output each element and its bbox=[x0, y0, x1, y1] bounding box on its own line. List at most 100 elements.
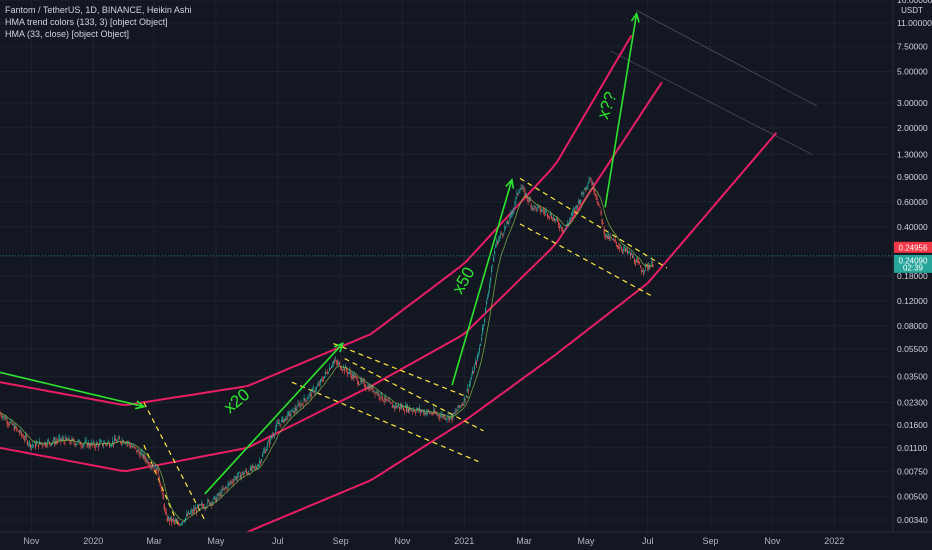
price-tick-label: 5.00000 bbox=[897, 67, 928, 77]
candle-body bbox=[542, 210, 544, 212]
candle-body bbox=[534, 206, 536, 208]
candle-body bbox=[641, 270, 643, 273]
candle-body bbox=[0, 414, 2, 416]
candle-body bbox=[474, 361, 476, 364]
candle-body bbox=[199, 504, 201, 506]
candle-body bbox=[309, 392, 311, 394]
candle-body bbox=[294, 407, 296, 411]
candle-body bbox=[545, 210, 547, 212]
candle-body bbox=[598, 205, 600, 206]
candle-body bbox=[391, 405, 393, 408]
candle-body bbox=[438, 415, 440, 417]
candle-body bbox=[536, 206, 538, 209]
candle-body bbox=[488, 292, 490, 295]
candle-body bbox=[347, 371, 349, 374]
candle-body bbox=[135, 447, 137, 449]
candle-body bbox=[446, 418, 448, 420]
candle-body bbox=[274, 434, 276, 436]
candle-body bbox=[490, 277, 492, 281]
time-axis-ticks[interactable]: Nov 2020 Mar May Jul Sep Nov 2021 Mar May Jul Sep No… bbox=[23, 536, 844, 546]
candle-body bbox=[162, 495, 164, 500]
candle-body bbox=[121, 443, 123, 444]
candle-body bbox=[452, 412, 454, 417]
time-tick-label: Nov bbox=[23, 536, 40, 546]
grid bbox=[0, 0, 893, 532]
candle-body bbox=[219, 492, 221, 494]
symbol-title[interactable]: Fantom / TetherUS, 1D, BINANCE, Heikin A… bbox=[5, 5, 192, 15]
candle-body bbox=[236, 476, 238, 479]
candle-body bbox=[176, 521, 178, 523]
candle-body bbox=[360, 379, 362, 382]
candle-body bbox=[227, 483, 229, 487]
candle-body bbox=[21, 435, 23, 437]
candle-body bbox=[533, 205, 535, 208]
candle-body bbox=[442, 415, 444, 418]
candle-body bbox=[454, 411, 456, 413]
hma-line bbox=[0, 187, 653, 522]
candle-body bbox=[308, 394, 310, 397]
candle-body bbox=[191, 510, 193, 512]
candle-body bbox=[504, 226, 506, 231]
candle-body bbox=[129, 443, 131, 445]
candle-body bbox=[258, 461, 261, 463]
candle-body bbox=[230, 481, 232, 483]
candle-body bbox=[515, 197, 517, 201]
growth-channel-line bbox=[246, 132, 778, 533]
candle-body bbox=[549, 213, 551, 216]
candle-body bbox=[387, 400, 389, 402]
price-tick-label: 0.00750 bbox=[897, 466, 928, 476]
time-tick-label: 2021 bbox=[454, 536, 474, 546]
candle-body bbox=[64, 442, 66, 444]
indicator-hma[interactable]: HMA (33, close) [object Object] bbox=[5, 29, 130, 39]
candle-body bbox=[29, 444, 32, 448]
candle-body bbox=[35, 443, 38, 446]
candle-body bbox=[106, 442, 109, 444]
indicator-hma-trend[interactable]: HMA trend colors (133, 3) [object Object… bbox=[5, 17, 168, 27]
candle-body bbox=[105, 443, 108, 445]
candle-body bbox=[140, 452, 142, 455]
candle-body bbox=[642, 271, 644, 273]
candle-body bbox=[300, 403, 302, 406]
candle-body bbox=[164, 509, 166, 511]
candle-body bbox=[572, 211, 574, 213]
candle-body bbox=[437, 414, 439, 416]
candle-body bbox=[485, 307, 487, 313]
candle-body bbox=[254, 466, 257, 468]
candle-body bbox=[47, 440, 49, 444]
candle-body bbox=[585, 188, 587, 189]
candle-body bbox=[183, 521, 186, 523]
candle-body bbox=[601, 218, 603, 224]
candle-body bbox=[652, 264, 654, 268]
candle-body bbox=[419, 408, 421, 410]
candle-body bbox=[181, 521, 184, 523]
candle-body bbox=[648, 266, 650, 268]
candle-body bbox=[370, 387, 372, 390]
candle-body bbox=[571, 213, 573, 216]
candle-body bbox=[522, 187, 524, 189]
candle-body bbox=[407, 408, 410, 413]
candle-body bbox=[476, 355, 479, 360]
candle-body bbox=[80, 445, 82, 447]
candle-body bbox=[382, 400, 384, 402]
candle-body bbox=[291, 409, 293, 412]
candle-body bbox=[505, 226, 507, 228]
candle-body bbox=[225, 487, 227, 488]
candle-body bbox=[272, 435, 274, 437]
candle-body bbox=[302, 404, 304, 406]
candle-body bbox=[568, 223, 570, 225]
candle-body bbox=[635, 263, 637, 265]
candle-body bbox=[125, 443, 127, 444]
candle-body bbox=[651, 261, 653, 264]
candle-body bbox=[403, 410, 406, 412]
candle-body bbox=[173, 520, 175, 522]
falling-channel-line bbox=[291, 381, 479, 463]
candle-body bbox=[417, 408, 419, 410]
candle-body bbox=[6, 420, 8, 424]
candle-body bbox=[576, 205, 578, 207]
candle-body bbox=[435, 413, 437, 415]
price-axis-ticks[interactable]: 16.00000 11.00000 7.50000 5.00000 3.00000 2.0… bbox=[897, 0, 932, 525]
candle-body bbox=[498, 239, 500, 242]
falling-channel-line bbox=[519, 177, 668, 269]
candle-body bbox=[457, 405, 459, 408]
